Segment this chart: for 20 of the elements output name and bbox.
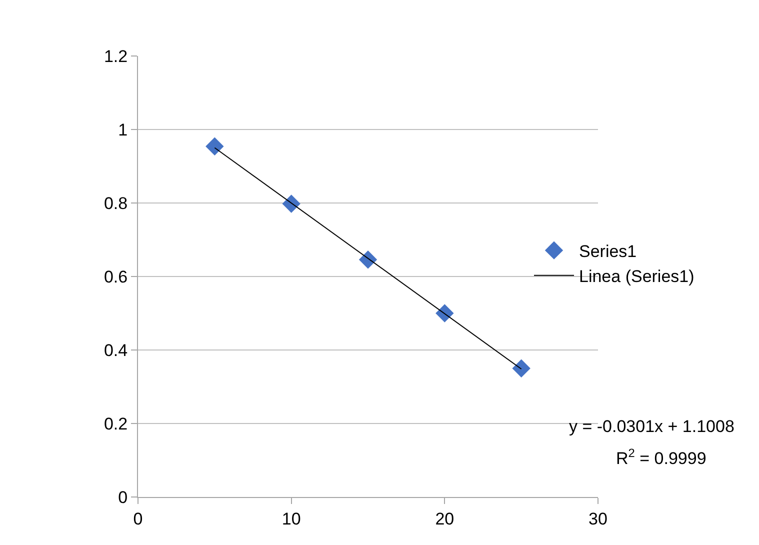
- point: [512, 359, 530, 378]
- point: [206, 137, 224, 156]
- y-tick-label: 1: [118, 120, 128, 140]
- y-tick-label: 0.4: [104, 340, 128, 360]
- point: [358, 250, 378, 269]
- legend-label: Linea (Series1): [579, 267, 694, 286]
- y-tick-label: 0.8: [104, 194, 128, 213]
- point: [282, 194, 300, 213]
- y-tick-label: 0.6: [104, 267, 128, 286]
- x-tick-label: 20: [435, 509, 454, 528]
- annotation: y = -0.0301x + 1.1008: [569, 417, 734, 436]
- y-tick-label: 0.2: [104, 414, 128, 434]
- point: [436, 304, 454, 322]
- x-tick-label: 30: [588, 509, 608, 528]
- x-tick-label: 10: [282, 509, 301, 528]
- legend-label: Series1: [579, 242, 637, 261]
- x-tick-label: 0: [133, 509, 143, 528]
- text: R$^{2}$ = 0.9999: [616, 446, 706, 468]
- y-tick-label: 0: [118, 488, 128, 507]
- y-tick-label: 1.2: [104, 46, 128, 66]
